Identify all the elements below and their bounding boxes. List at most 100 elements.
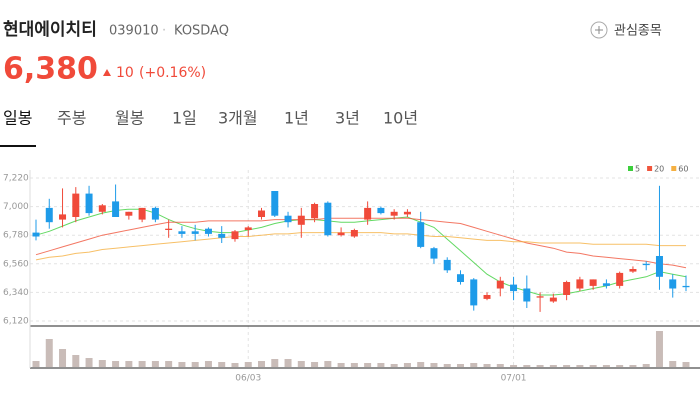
chart: 6,120 6,340 6,560 6,780 7,000 7,220 06/03 07/01… (3, 165, 700, 384)
watch-button[interactable]: 관심종목 (590, 21, 662, 39)
period-tab[interactable]: 일봉 (3, 109, 32, 128)
legend-label: 5 (635, 165, 640, 174)
candle-body (32, 232, 40, 237)
volume-bar (178, 362, 186, 367)
volume-bar (377, 363, 385, 367)
period-tab[interactable]: 월봉 (115, 109, 144, 128)
candle-body (669, 279, 677, 289)
candle-body (682, 285, 690, 288)
volume-bar (231, 363, 239, 367)
volume-bar (616, 365, 624, 367)
candle-body (589, 279, 597, 286)
volume-bar (602, 365, 610, 367)
candle-body (324, 202, 332, 236)
candle-body (284, 215, 292, 223)
period-tab[interactable]: 1일 (172, 109, 197, 128)
volume-bar (244, 362, 252, 367)
x-tick-label: 07/01 (501, 374, 527, 384)
volume-bar (125, 361, 133, 367)
candle-body (510, 284, 518, 292)
volume-bar (324, 361, 332, 367)
plus-icon-cross (595, 26, 603, 34)
candle-body (311, 204, 319, 219)
volume-bar (576, 365, 584, 367)
candle-body (364, 207, 372, 220)
volume-bar (589, 365, 597, 367)
candle-body (244, 227, 252, 230)
period-tab[interactable]: 3개월 (218, 109, 258, 128)
candle-body (297, 215, 305, 225)
moving-average-line (35, 208, 687, 296)
volume-bar (297, 361, 305, 367)
volume-bar (536, 365, 544, 367)
y-tick-label: 7,220 (3, 174, 29, 184)
candle-body (403, 211, 411, 215)
moving-average-line (35, 232, 686, 261)
candle-body (98, 205, 106, 212)
volume-bar (364, 363, 372, 367)
candle-body (165, 228, 173, 230)
volume-bar (629, 365, 637, 367)
volume-bar (430, 363, 438, 367)
candle-body (204, 228, 212, 234)
price-change-pct: (+0.16%) (139, 65, 206, 81)
candle-body (337, 232, 345, 236)
y-tick-label: 6,340 (3, 288, 29, 298)
period-tab[interactable]: 10년 (383, 109, 418, 128)
candle-body (563, 282, 571, 295)
candle-body (443, 259, 451, 271)
candle-body (218, 233, 226, 238)
volume-bar (204, 361, 212, 367)
up-arrow (103, 69, 111, 76)
candle-body (377, 207, 385, 214)
volume-bar (311, 362, 319, 367)
volume-bar (403, 363, 411, 367)
legend-swatch (647, 166, 653, 171)
volume-bar (523, 365, 531, 367)
period-tab[interactable]: 1년 (284, 109, 309, 128)
volume-bar (669, 361, 677, 367)
period-tabs: 일봉 주봉 월봉 1일 3개월 1년 3년 10년 (3, 109, 418, 128)
legend-label: 20 (654, 165, 664, 174)
plus-icon (590, 21, 608, 39)
separator: · (162, 24, 166, 39)
current-price: 6,380 (3, 52, 98, 87)
legend-swatch (628, 166, 633, 171)
volume-bar (470, 363, 478, 367)
volume-bar (191, 362, 199, 367)
period-tab[interactable]: 3년 (335, 109, 360, 128)
y-tick-label: 7,000 (3, 202, 29, 212)
candle-body (470, 279, 478, 306)
volume-bar (483, 364, 491, 367)
candle-body (655, 256, 663, 277)
candle-body (350, 230, 358, 237)
volume-bar (59, 349, 67, 367)
candle-body (125, 211, 133, 216)
x-tick-label: 06/03 (235, 374, 261, 384)
candle-body (59, 214, 67, 220)
volume-bar (510, 365, 518, 367)
candle-body (72, 193, 80, 217)
volume-bar (72, 355, 80, 367)
y-tick-label: 6,780 (3, 231, 29, 241)
legend-swatch (671, 166, 677, 171)
candle-body (456, 274, 464, 282)
volume-bar (682, 362, 690, 367)
volume-bar (337, 363, 345, 367)
candle-body (549, 297, 557, 302)
volume-bar (390, 364, 398, 367)
stock-name: 현대에이치티 (3, 20, 97, 40)
candle-body (112, 201, 120, 217)
volume-bar (98, 360, 106, 367)
candle-body (430, 248, 438, 259)
candle-body (85, 193, 93, 214)
volume-bar (45, 339, 53, 367)
legend-label: 60 (678, 165, 688, 174)
volume-bar (32, 361, 40, 367)
watch-label: 관심종목 (614, 24, 662, 39)
period-tab[interactable]: 주봉 (57, 109, 86, 128)
candle-body (576, 279, 584, 289)
volume-bar (271, 359, 279, 367)
candle-body (629, 269, 637, 272)
